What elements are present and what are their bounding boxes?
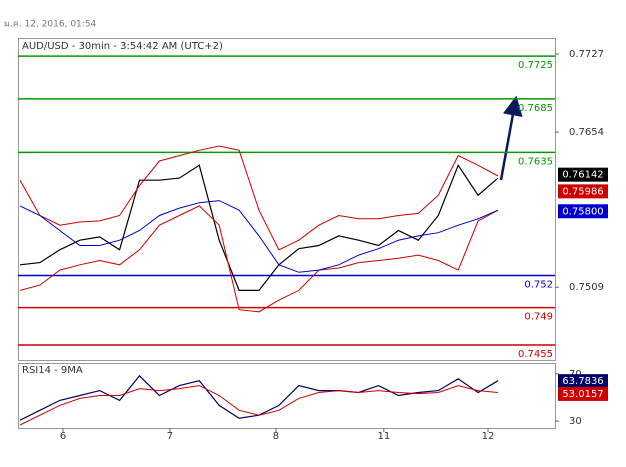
y-tick-label: 30 — [569, 416, 582, 427]
level-label: 0.7725 — [518, 60, 553, 71]
arrow — [499, 95, 523, 181]
price-tag — [558, 167, 608, 182]
y-tick-label: 0.7654 — [569, 127, 604, 138]
series-line — [19, 164, 499, 291]
level-label: 0.7635 — [518, 156, 553, 167]
series-line — [19, 385, 499, 426]
series-line — [19, 200, 499, 273]
series-line — [19, 205, 499, 313]
series-line — [19, 145, 499, 251]
x-tick-label: 11 — [378, 431, 391, 442]
price-tag — [558, 386, 608, 401]
x-tick-label: 8 — [273, 431, 279, 442]
chart-title: AUD/USD - 30min - 3:54:42 AM (UTC+2) — [22, 41, 223, 52]
price-tag — [558, 374, 608, 389]
timestamp: ม.ค. 12, 2016, 01:54 — [4, 20, 97, 30]
rsi-panel — [18, 363, 556, 429]
price-tag-label: 53.0157 — [562, 389, 603, 400]
price-tag — [558, 204, 608, 219]
y-tick-label: 0.7727 — [569, 49, 604, 60]
level-label: 0.749 — [524, 312, 553, 323]
price-tag-label: 0.75800 — [562, 206, 603, 217]
level-label: 0.7685 — [518, 103, 553, 114]
y-tick-label: 0.7509 — [569, 282, 604, 293]
x-tick-label: 6 — [60, 431, 66, 442]
level-label: 0.7455 — [518, 349, 553, 360]
rsi-title: RSI14 - 9MA — [22, 365, 83, 376]
price-tag-label: 0.76142 — [562, 170, 603, 181]
main-panel — [18, 38, 556, 361]
price-tag-label: 63.7836 — [562, 376, 603, 387]
price-tag — [558, 184, 608, 199]
x-tick-label: 12 — [482, 431, 495, 442]
price-tag-label: 0.75986 — [562, 186, 603, 197]
level-label: 0.752 — [524, 279, 553, 290]
x-tick-label: 7 — [167, 431, 173, 442]
